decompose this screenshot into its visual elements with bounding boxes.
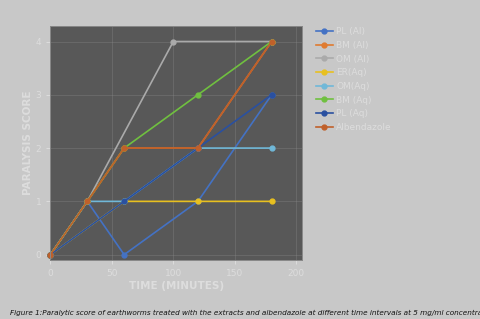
Y-axis label: PARALYSIS SCORE: PARALYSIS SCORE — [23, 91, 33, 195]
Legend: PL (Al), BM (Al), OM (Al), ER(Aq), OM(Aq), BM (Aq), PL (Aq), Albendazole: PL (Al), BM (Al), OM (Al), ER(Aq), OM(Aq… — [314, 25, 394, 134]
X-axis label: TIME (MINUTES): TIME (MINUTES) — [129, 281, 224, 291]
Text: Figure 1:Paralytic score of earthworms treated with the extracts and albendazole: Figure 1:Paralytic score of earthworms t… — [10, 310, 480, 316]
